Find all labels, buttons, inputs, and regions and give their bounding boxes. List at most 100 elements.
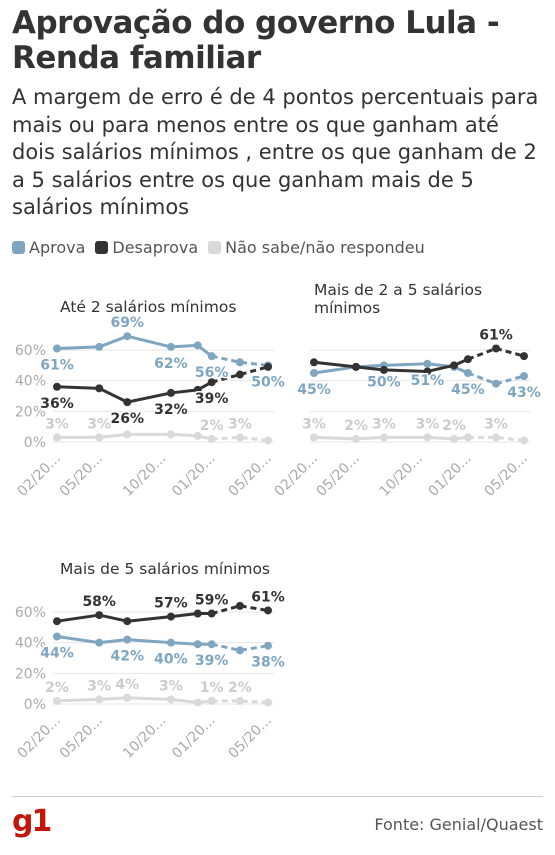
data-point	[95, 384, 104, 393]
data-label: 61%	[251, 589, 285, 605]
data-label: 50%	[367, 374, 401, 390]
y-tick-label: 60%	[15, 343, 46, 359]
chart-title: Mais de 5 salários mínimos	[60, 560, 270, 578]
data-point	[492, 379, 501, 388]
data-point	[520, 436, 528, 445]
y-tick-label: 0%	[24, 435, 46, 451]
data-point	[193, 431, 202, 440]
series-line-2	[313, 435, 469, 441]
data-label: 1%	[200, 680, 224, 696]
chart-mais-de-5-salarios: Mais de 5 salários mínimos 60% 40% 20% 0%02/…	[15, 560, 287, 762]
data-label: 61%	[479, 327, 513, 343]
data-point	[207, 609, 216, 618]
chart-title-line: Mais de 2 a 5 salários	[314, 281, 482, 299]
x-tick-label: 05/20...	[57, 713, 106, 762]
data-point	[463, 355, 472, 364]
data-label: 2%	[228, 680, 252, 696]
g1-logo: g1	[12, 804, 52, 839]
data-label: 2%	[344, 418, 368, 434]
data-point	[53, 632, 61, 641]
data-point	[492, 344, 501, 353]
x-tick-label: 05/20...	[57, 451, 106, 500]
legend-label-nao-sabe: Não sabe/não respondeu	[225, 238, 425, 257]
data-label: 45%	[297, 382, 331, 398]
data-point	[379, 433, 388, 442]
data-point	[193, 640, 202, 649]
data-point	[492, 433, 501, 442]
x-tick-label: 05/20...	[226, 451, 275, 500]
legend-label-desaprova: Desaprova	[112, 238, 199, 257]
data-label: 40%	[154, 652, 188, 668]
data-label: 39%	[195, 653, 229, 669]
legend-swatch-nao-sabe	[208, 241, 222, 254]
data-label: 43%	[507, 385, 541, 401]
legend-label-aprova: Aprova	[29, 238, 86, 257]
chart-title: Até 2 salários mínimos	[60, 298, 236, 316]
x-tick-label: 10/20...	[120, 451, 169, 500]
data-point	[95, 433, 104, 442]
data-point	[166, 430, 175, 439]
series-line-1	[56, 380, 213, 404]
data-label: 57%	[154, 596, 188, 612]
series-line-2	[57, 432, 212, 441]
data-point	[235, 696, 244, 705]
data-point	[423, 433, 432, 442]
x-tick-label: 02/20...	[15, 451, 64, 500]
data-label: 2%	[442, 418, 466, 434]
data-label: 4%	[115, 677, 139, 693]
legend-swatch-desaprova	[95, 241, 109, 254]
data-point	[235, 433, 244, 442]
data-label: 44%	[40, 646, 74, 662]
data-point	[207, 696, 216, 705]
data-point	[166, 388, 175, 397]
data-point	[53, 617, 61, 626]
data-label: 3%	[87, 416, 111, 432]
x-tick-label: 05/20...	[482, 451, 531, 500]
data-point	[95, 695, 104, 704]
data-point	[264, 436, 272, 445]
data-label: 51%	[411, 373, 445, 389]
data-label: 2%	[200, 418, 224, 434]
data-point	[207, 434, 216, 443]
data-point	[463, 369, 472, 377]
data-point	[53, 382, 61, 391]
legend-item-aprova: Aprova	[12, 238, 85, 257]
x-tick-label: 10/20...	[120, 713, 169, 762]
y-tick-label: 60%	[15, 605, 46, 621]
data-point	[352, 434, 360, 443]
y-tick-label: 40%	[15, 374, 46, 390]
data-label: 3%	[45, 416, 69, 432]
series-line-2	[56, 696, 212, 704]
data-point	[463, 433, 472, 442]
page-subtitle: A margem de erro é de 4 pontos percentua…	[12, 85, 539, 219]
data-point	[520, 352, 528, 361]
data-point	[193, 341, 202, 350]
data-label: 3%	[372, 416, 396, 432]
data-point	[310, 369, 318, 377]
data-point	[450, 434, 459, 443]
series-line-1	[56, 612, 212, 623]
data-point	[53, 696, 61, 705]
data-point	[53, 433, 61, 442]
data-label: 3%	[87, 678, 111, 694]
legend-swatch-aprova	[12, 241, 25, 254]
data-point	[193, 698, 202, 707]
chart-title-line: mínimos	[314, 299, 380, 317]
x-tick-label: 01/20...	[169, 451, 218, 500]
x-tick-label: 05/20...	[226, 713, 275, 762]
data-point	[193, 609, 202, 618]
x-tick-label: 10/20...	[377, 451, 426, 500]
data-label: 45%	[451, 382, 485, 398]
chart-ate-2-salarios: Até 2 salários mínimos 60% 40% 20% 0%02/20..…	[15, 298, 287, 500]
data-point	[264, 641, 272, 650]
y-tick-label: 20%	[15, 404, 46, 420]
y-tick-label: 20%	[15, 666, 46, 682]
data-point	[53, 344, 61, 353]
x-tick-label: 01/20...	[425, 451, 474, 500]
data-point	[207, 352, 216, 361]
data-point	[235, 358, 244, 367]
data-point	[310, 433, 318, 442]
x-tick-label: 02/20...	[15, 713, 64, 762]
data-point	[235, 601, 244, 610]
source-note: Fonte: Genial/Quaest	[374, 815, 543, 834]
